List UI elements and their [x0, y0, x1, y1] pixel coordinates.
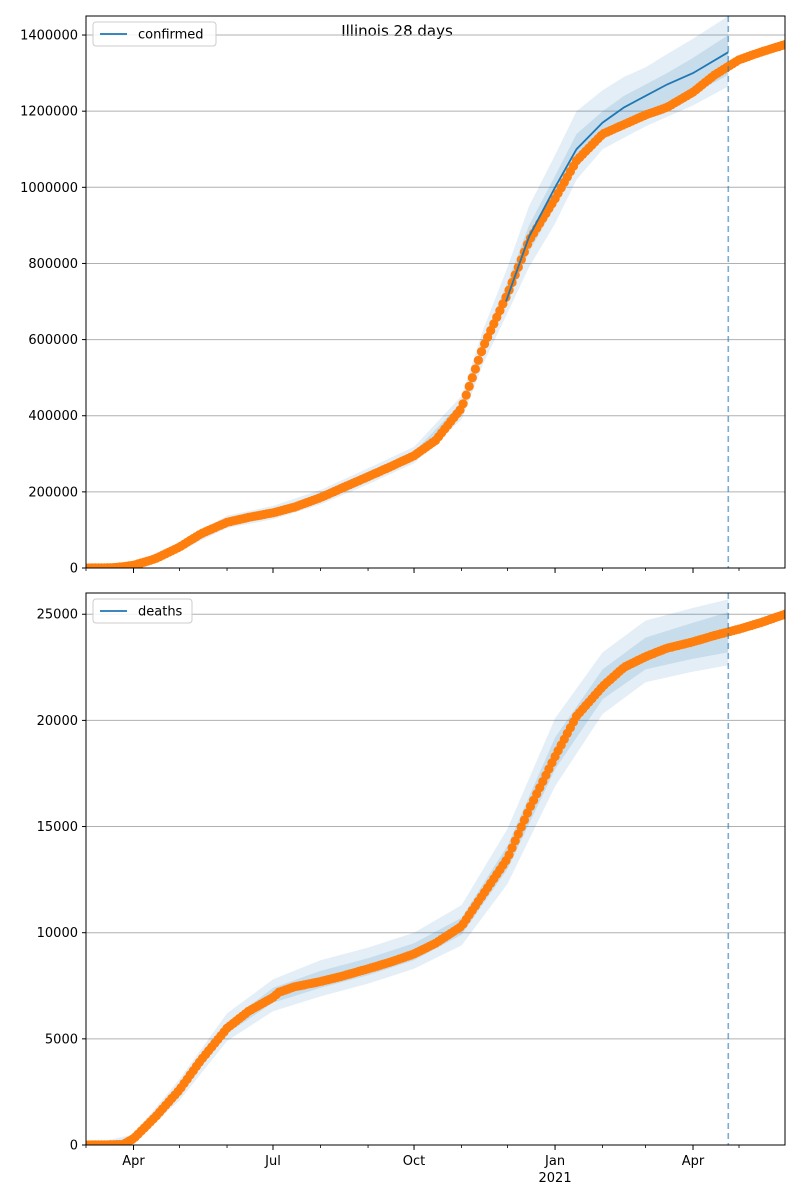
x-tick-label: Jan [544, 1154, 565, 1169]
observed-point [780, 609, 785, 619]
outer-uncertainty-band [86, 16, 729, 568]
observed-point [507, 843, 517, 853]
legend: confirmed [92, 21, 217, 47]
y-tick-label: 0 [70, 1139, 78, 1154]
confirmed-panel: 0 200000 400000 600000 800000 1000000 1200000 1… [20, 15, 786, 577]
observed-series [86, 609, 785, 1145]
observed-point [470, 364, 480, 374]
axes-frame [85, 15, 786, 569]
y-tick-label: 25000 [37, 608, 78, 623]
observed-point [473, 355, 483, 365]
y-tick-label: 15000 [37, 820, 78, 835]
outer-uncertainty-band [86, 599, 729, 1145]
axes-frame [85, 592, 786, 1146]
observed-point [461, 390, 471, 400]
observed-point [464, 381, 474, 391]
y-tick-label: 200000 [28, 485, 78, 500]
observed-point [513, 829, 523, 839]
y-tick-label: 1200000 [20, 105, 78, 120]
x-tick-label: Apr [122, 1154, 145, 1169]
y-tick-label: 0 [70, 562, 78, 577]
y-tick-label: 10000 [37, 926, 78, 941]
y-tick-label: 800000 [28, 257, 78, 272]
x-tick-label: Apr [682, 1154, 705, 1169]
observed-point [458, 399, 468, 409]
observed-point [780, 40, 785, 50]
y-tick-label: 600000 [28, 333, 78, 348]
x-tick-label: Jul [264, 1154, 281, 1169]
x-year-label: 2021 [539, 1171, 572, 1186]
y-tick-label: 5000 [45, 1032, 78, 1047]
inner-uncertainty-band [86, 35, 729, 568]
figure-title: Illinois 28 days [341, 22, 453, 40]
legend: deaths [92, 598, 193, 624]
observed-point [467, 373, 477, 383]
legend-label: confirmed [138, 28, 204, 43]
legend-box [92, 21, 217, 47]
plot-area [86, 16, 785, 568]
y-tick-label: 20000 [37, 714, 78, 729]
observed-point [519, 815, 530, 825]
model-line [505, 51, 729, 302]
observed-point [476, 347, 487, 357]
plot-area [86, 599, 785, 1145]
observed-point [510, 836, 520, 846]
observed-series [86, 40, 785, 568]
deaths-panel: 0 5000 10000 15000 20000 25000 Apr Jul Oct Jan 202… [37, 592, 786, 1186]
y-tick-label: 1400000 [20, 29, 78, 44]
y-tick-label: 400000 [28, 409, 78, 424]
legend-label: deaths [138, 605, 183, 620]
observed-point [504, 850, 514, 860]
x-tick-label: Oct [403, 1154, 425, 1169]
observed-point [516, 822, 526, 832]
legend-box [92, 598, 193, 624]
y-tick-label: 1000000 [20, 181, 78, 196]
